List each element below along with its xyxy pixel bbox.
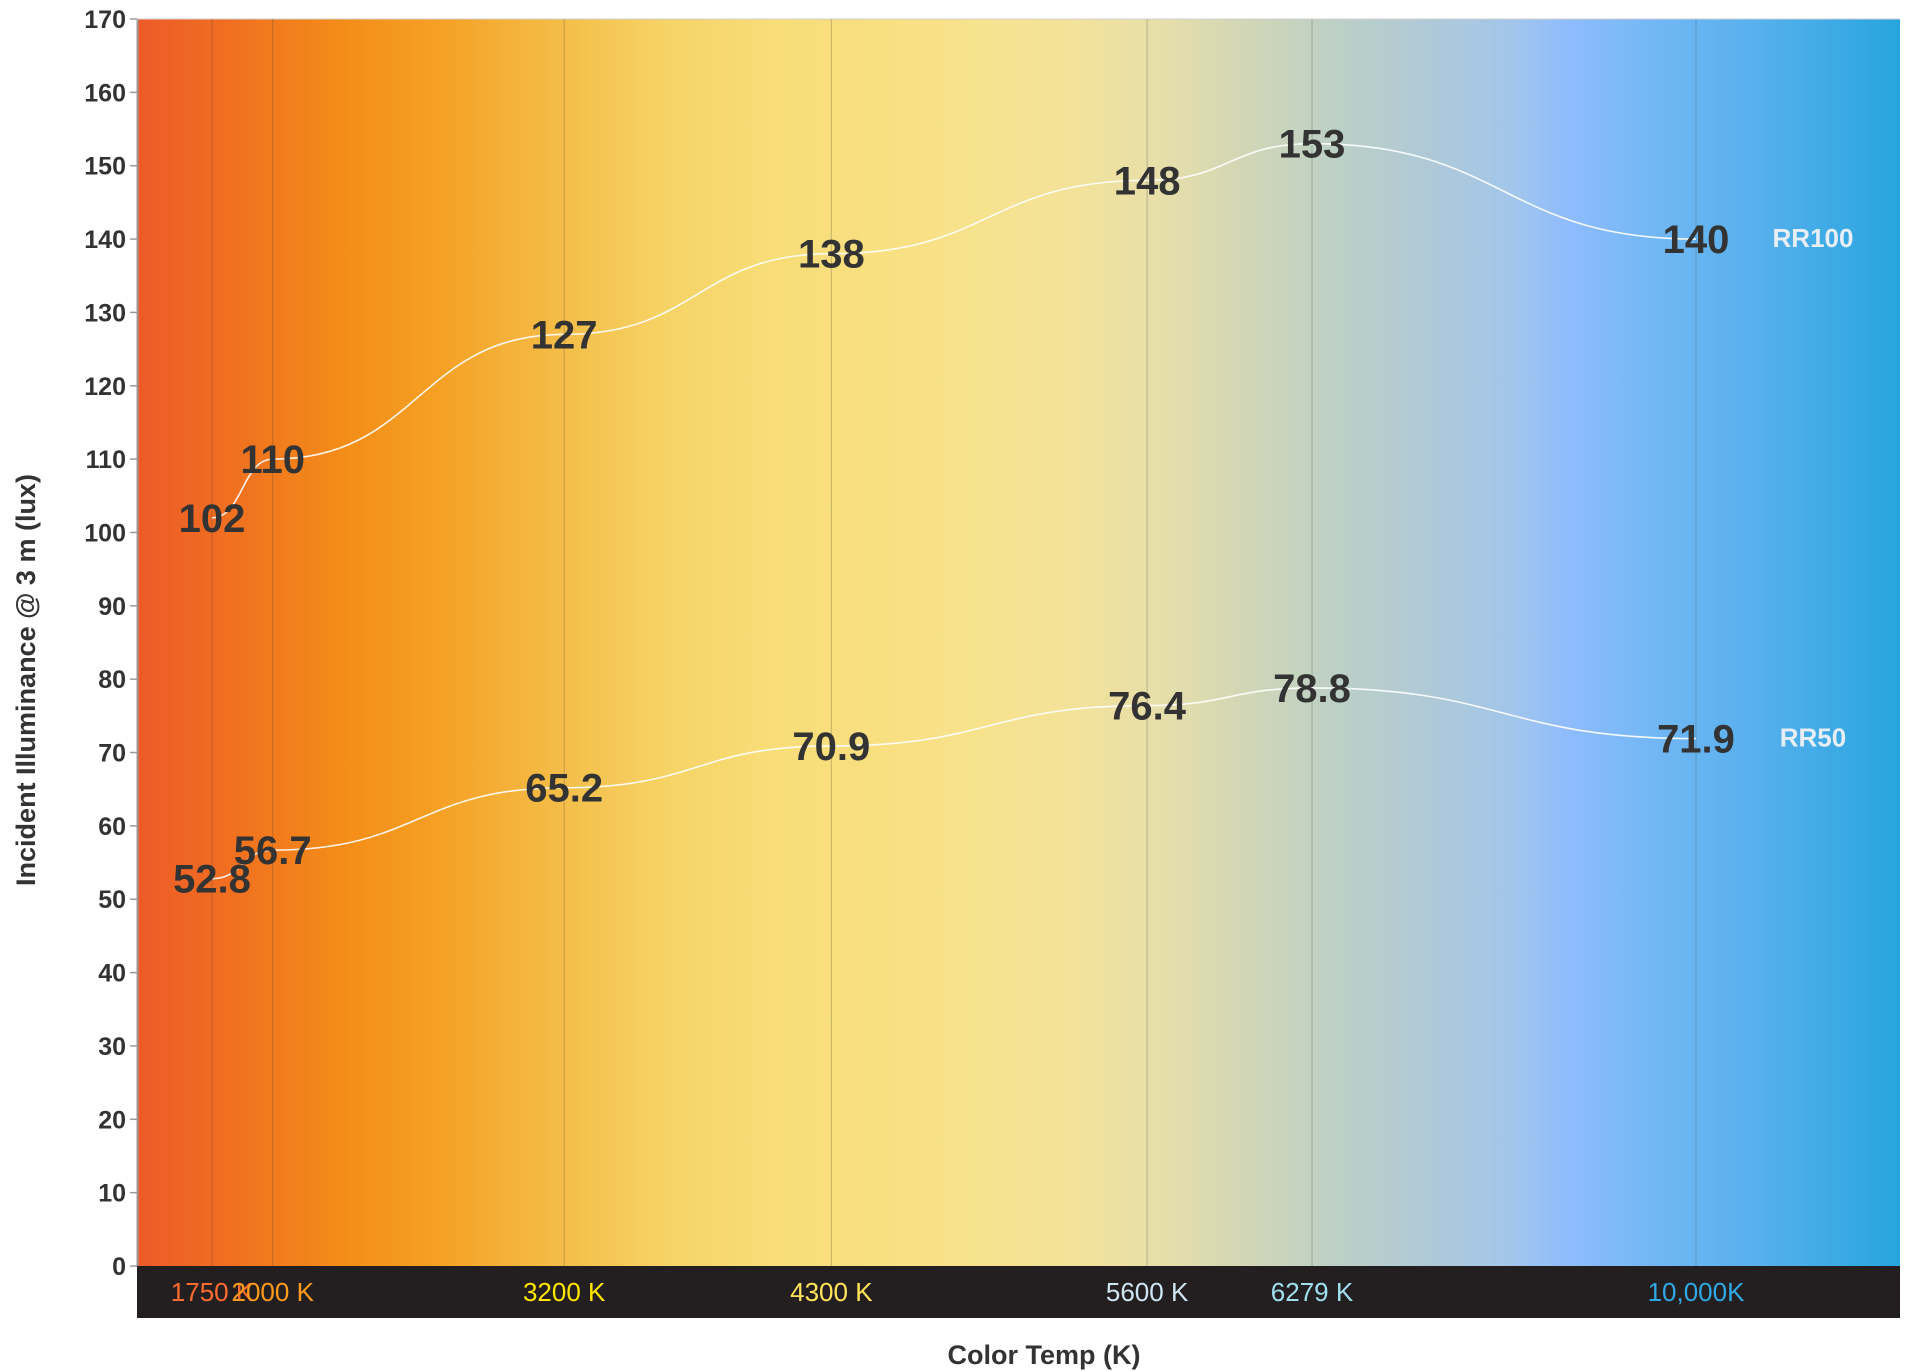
data-label: 110 <box>240 438 305 482</box>
plot-background <box>137 19 1900 1266</box>
data-label: 127 <box>531 313 598 357</box>
y-tick-label: 20 <box>98 1106 126 1134</box>
y-axis-title: Incident Illuminance @ 3 m (lux) <box>11 474 41 886</box>
data-label: 153 <box>1279 123 1346 167</box>
y-tick-label: 80 <box>98 666 126 694</box>
y-tick-label: 40 <box>98 960 126 988</box>
series-line-rr100 <box>211 142 1697 519</box>
data-labels: 102 110 127 138 148 153 140 52.856.7 65.2 70.9 76.… <box>173 123 1735 902</box>
y-tick-label: 0 <box>112 1253 126 1281</box>
data-label: 148 <box>1114 159 1181 203</box>
data-label: 52.8 <box>173 858 251 902</box>
x-tick-label: 3200 K <box>523 1277 606 1307</box>
series-name-rr50: RR50 <box>1780 723 1846 753</box>
x-tick-label: 10,000K <box>1648 1277 1746 1307</box>
y-tick-label: 110 <box>86 446 126 474</box>
y-tick-label: 160 <box>84 79 126 107</box>
series-name-rr100: RR100 <box>1773 223 1854 253</box>
y-axis-ticks: 0 10 20 30 40 50 60 70 80 90 100 110 120 130 140 150 160… <box>84 6 137 1281</box>
series-name-labels: RR100 RR50 <box>1773 223 1854 753</box>
y-tick-label: 130 <box>84 299 126 327</box>
series-lines <box>211 142 1697 880</box>
y-tick-label: 10 <box>98 1180 126 1208</box>
data-label: 65.2 <box>525 767 603 811</box>
y-tick-label: 150 <box>84 153 126 181</box>
y-tick-label: 120 <box>84 373 126 401</box>
x-tick-label: 1750 K <box>171 1277 254 1307</box>
data-label: 70.9 <box>792 725 870 769</box>
y-tick-label: 140 <box>84 226 126 254</box>
x-tick-label: 2000 K <box>232 1277 315 1307</box>
y-tick-label: 70 <box>98 740 126 768</box>
y-tick-label: 60 <box>98 813 126 841</box>
x-category-band <box>137 1266 1900 1318</box>
y-tick-label: 170 <box>84 6 126 34</box>
y-tick-label: 50 <box>98 886 126 914</box>
series-line-rr50 <box>211 687 1697 880</box>
y-tick-label: 100 <box>84 519 126 547</box>
data-label: 56.7 <box>234 829 312 873</box>
data-label: 138 <box>798 233 865 277</box>
y-tick-label: 30 <box>98 1033 126 1061</box>
x-gridlines <box>211 19 1697 1266</box>
x-tick-label: 5600 K <box>1106 1277 1189 1307</box>
x-tick-label: 4300 K <box>790 1277 873 1307</box>
y-tick-label: 90 <box>98 593 126 621</box>
data-label: 76.4 <box>1108 685 1187 729</box>
data-label: 71.9 <box>1657 718 1735 762</box>
data-label: 102 <box>179 497 246 541</box>
data-label: 140 <box>1663 218 1730 262</box>
data-label: 78.8 <box>1273 667 1351 711</box>
x-tick-label: 6279 K <box>1271 1277 1354 1307</box>
x-axis-title: Color Temp (K) <box>948 1340 1141 1370</box>
